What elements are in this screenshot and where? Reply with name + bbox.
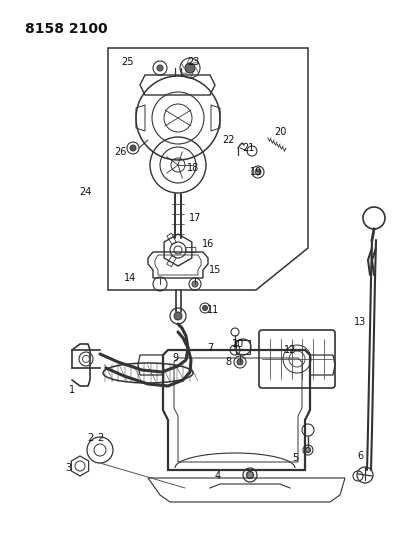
Text: 18: 18 — [187, 163, 199, 173]
Text: 19: 19 — [250, 167, 262, 177]
Text: 2: 2 — [87, 433, 93, 443]
Text: 17: 17 — [189, 213, 201, 223]
Circle shape — [174, 312, 182, 320]
Text: 16: 16 — [202, 239, 214, 249]
Text: 20: 20 — [274, 127, 286, 137]
Text: 25: 25 — [121, 57, 133, 67]
Text: 14: 14 — [124, 273, 136, 283]
Text: 11: 11 — [207, 305, 219, 315]
Text: 8158 2100: 8158 2100 — [25, 22, 108, 36]
Text: 6: 6 — [357, 451, 363, 461]
Text: 26: 26 — [114, 147, 126, 157]
Text: 7: 7 — [207, 343, 213, 353]
Circle shape — [247, 472, 254, 479]
Circle shape — [185, 63, 195, 73]
Text: 10: 10 — [232, 339, 244, 349]
Text: 8: 8 — [225, 357, 231, 367]
Circle shape — [237, 359, 243, 365]
Text: 13: 13 — [354, 317, 366, 327]
Text: 22: 22 — [222, 135, 234, 145]
Text: 5: 5 — [292, 453, 298, 463]
Circle shape — [130, 145, 136, 151]
Circle shape — [192, 281, 198, 287]
Circle shape — [157, 65, 163, 71]
Text: 21: 21 — [242, 143, 254, 153]
Bar — [236, 340, 250, 354]
Text: 23: 23 — [187, 57, 199, 67]
Text: 12: 12 — [284, 345, 296, 355]
Text: 1: 1 — [69, 385, 75, 395]
Text: 15: 15 — [209, 265, 221, 275]
Text: 9: 9 — [172, 353, 178, 363]
Text: 3: 3 — [65, 463, 71, 473]
Text: 4: 4 — [215, 471, 221, 481]
Circle shape — [255, 169, 261, 175]
Text: 2: 2 — [97, 433, 103, 443]
Circle shape — [203, 305, 208, 311]
Text: 24: 24 — [79, 187, 91, 197]
Circle shape — [305, 448, 310, 453]
